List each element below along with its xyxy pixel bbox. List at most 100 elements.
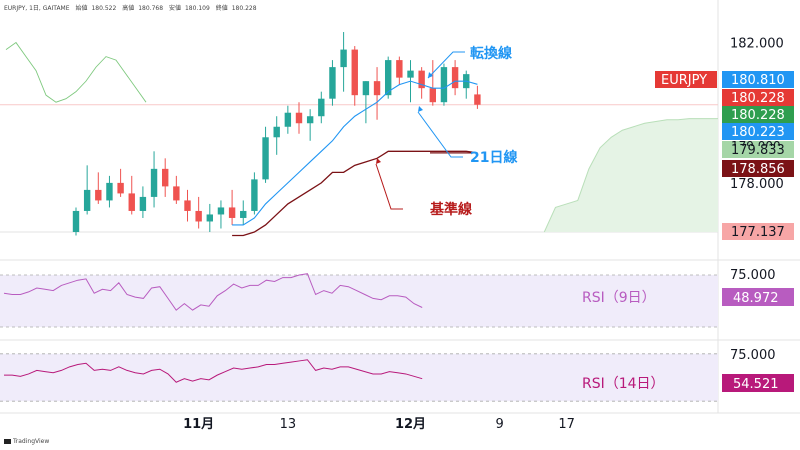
price-label-box <box>722 223 794 240</box>
high-label: 高値 <box>122 5 135 12</box>
watermark: TradingView <box>4 438 49 445</box>
annotation-label: 転換線 <box>470 45 512 62</box>
candle-body <box>83 189 91 211</box>
rsi9-label: RSI（9日） <box>582 290 656 306</box>
candle-body <box>251 179 258 211</box>
price-label-box <box>722 71 794 88</box>
candle-body <box>385 60 392 96</box>
tenkan-line <box>232 80 478 226</box>
candle-body <box>72 210 80 232</box>
annotation-arrow <box>375 163 403 210</box>
rsi14-value-box <box>722 374 794 392</box>
candle-body <box>139 196 147 211</box>
high-value: 180.768 <box>138 5 164 12</box>
price-label: 177.137 <box>731 225 785 240</box>
candle-body <box>128 193 135 211</box>
price-tick: 178.000 <box>730 177 784 192</box>
candle-body <box>373 81 381 96</box>
candle-body <box>329 67 336 99</box>
rsi9-tick: 75.000 <box>730 268 776 283</box>
rsi-panels: RSI（9日） RSI（14日） <box>0 273 718 402</box>
rsi9-value-box <box>722 288 794 306</box>
close-label: 終値 <box>215 5 228 12</box>
rsi9-value: 48.972 <box>733 291 779 306</box>
candle-body <box>273 126 280 138</box>
annotation-arrow <box>427 51 465 79</box>
cloud-edge <box>543 118 718 233</box>
price-label: 180.228 <box>731 91 785 106</box>
ichimoku-cloud <box>543 118 718 233</box>
annotation-arrowhead <box>428 72 433 78</box>
annotation-label: 基準線 <box>430 201 472 218</box>
price-tick: 182.000 <box>730 37 784 52</box>
candle-body <box>440 67 448 103</box>
kijun-line <box>232 150 478 237</box>
price-label-box <box>722 89 794 106</box>
candle-body <box>407 70 414 78</box>
candles <box>72 32 481 236</box>
price-label-box <box>655 71 717 88</box>
time-tick: 13 <box>280 417 297 432</box>
price-label: 179.833 <box>731 143 785 158</box>
indicator-lines <box>5 41 478 237</box>
candle-body <box>150 168 158 197</box>
candle-body <box>340 49 347 68</box>
candle-body <box>451 67 459 89</box>
candle-body <box>429 88 436 103</box>
candle-body <box>206 214 213 222</box>
price-label-box <box>722 123 794 140</box>
time-tick: 9 <box>496 417 504 432</box>
rsi14-tick: 75.000 <box>730 348 776 363</box>
close-value: 180.228 <box>231 5 257 12</box>
price-axis: 75.000 48.972 75.000 54.521 182.000 178.000 EU… <box>655 37 794 392</box>
time-axis: 11月 13 12月 9 17 <box>183 417 575 432</box>
annotation-label: 21日線 <box>470 149 517 166</box>
price-label: 180.223 <box>731 125 785 140</box>
chart-header: EURJPY, 1日, GAITAME 始値 180.522 高値 180.768 … <box>4 3 261 12</box>
candle-body <box>295 112 303 124</box>
rsi14-label: RSI（14日） <box>582 376 665 392</box>
low-label: 安値 <box>168 5 181 12</box>
rsi14-line <box>4 359 423 383</box>
candle-body <box>195 210 202 222</box>
candle-body <box>396 60 403 78</box>
candle-body <box>474 94 481 105</box>
symbol-label: EURJPY, 1日, GAITAME <box>4 5 70 12</box>
price-label: 180.228 <box>731 108 785 123</box>
rsi14-value: 54.521 <box>733 377 779 392</box>
candle-body <box>306 116 314 124</box>
tradingview-logo-icon <box>4 439 11 444</box>
price-label-box <box>722 106 794 123</box>
watermark-text: TradingView <box>13 438 50 445</box>
price-label-box <box>722 160 794 177</box>
candle-body <box>262 137 269 180</box>
candle-body <box>184 200 191 211</box>
candle-body <box>95 189 102 201</box>
time-tick: 12月 <box>395 417 426 432</box>
cloud-area <box>544 118 718 232</box>
price-label-box <box>722 141 794 158</box>
open-value: 180.522 <box>91 5 117 12</box>
candle-body <box>351 49 358 96</box>
price-label: EURJPY <box>661 73 707 88</box>
candle-body <box>318 98 325 117</box>
price-label: 180.810 <box>731 73 785 88</box>
rsi9-line <box>3 273 423 311</box>
time-tick: 17 <box>558 417 575 432</box>
candle-body <box>362 81 370 96</box>
chikou-line <box>5 41 147 103</box>
candle-body <box>162 168 169 187</box>
candle-body <box>228 207 236 218</box>
candle-body <box>117 182 124 194</box>
candle-body <box>106 182 113 201</box>
candle-body <box>240 210 247 218</box>
low-value: 180.109 <box>184 5 210 12</box>
price-label: 178.856 <box>731 162 785 177</box>
open-label: 始値 <box>75 5 88 12</box>
candle-body <box>418 70 425 89</box>
rsi14-band <box>0 353 718 402</box>
candle-body <box>217 207 225 215</box>
annotation-arrowhead <box>418 106 423 112</box>
